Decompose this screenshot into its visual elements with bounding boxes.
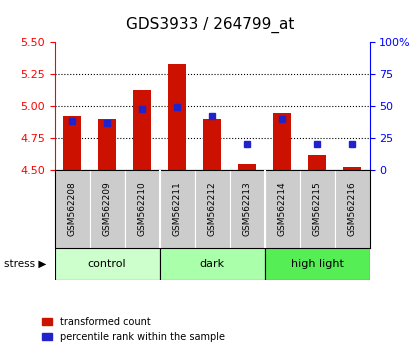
Text: GSM562214: GSM562214: [278, 182, 286, 236]
Bar: [134, 90, 151, 170]
Text: GSM562216: GSM562216: [348, 182, 357, 236]
Bar: [89, 170, 125, 248]
Bar: [299, 170, 335, 248]
Bar: [344, 167, 361, 170]
Text: GSM562215: GSM562215: [312, 182, 322, 236]
Text: GSM562209: GSM562209: [102, 182, 112, 236]
Text: control: control: [88, 259, 126, 269]
Text: GSM562211: GSM562211: [173, 182, 181, 236]
Text: GDS3933 / 264799_at: GDS3933 / 264799_at: [126, 17, 294, 33]
Bar: [308, 155, 326, 170]
Bar: [273, 113, 291, 170]
Bar: [203, 119, 221, 170]
Bar: [98, 119, 116, 170]
Bar: [168, 64, 186, 170]
Bar: [335, 170, 370, 248]
Bar: [55, 170, 89, 248]
Bar: [239, 164, 256, 170]
Legend: transformed count, percentile rank within the sample: transformed count, percentile rank withi…: [39, 313, 229, 346]
Bar: [265, 170, 299, 248]
Text: GSM562213: GSM562213: [243, 182, 252, 236]
Bar: [63, 116, 81, 170]
Text: high light: high light: [291, 259, 344, 269]
Bar: [194, 170, 230, 248]
Bar: [55, 248, 160, 280]
Bar: [160, 170, 194, 248]
Bar: [125, 170, 160, 248]
Text: GSM562208: GSM562208: [68, 182, 76, 236]
Bar: [230, 170, 265, 248]
Text: stress ▶: stress ▶: [4, 259, 47, 269]
Bar: [160, 248, 265, 280]
Text: GSM562210: GSM562210: [138, 182, 147, 236]
Bar: [265, 248, 370, 280]
Text: GSM562212: GSM562212: [207, 182, 217, 236]
Text: dark: dark: [200, 259, 225, 269]
